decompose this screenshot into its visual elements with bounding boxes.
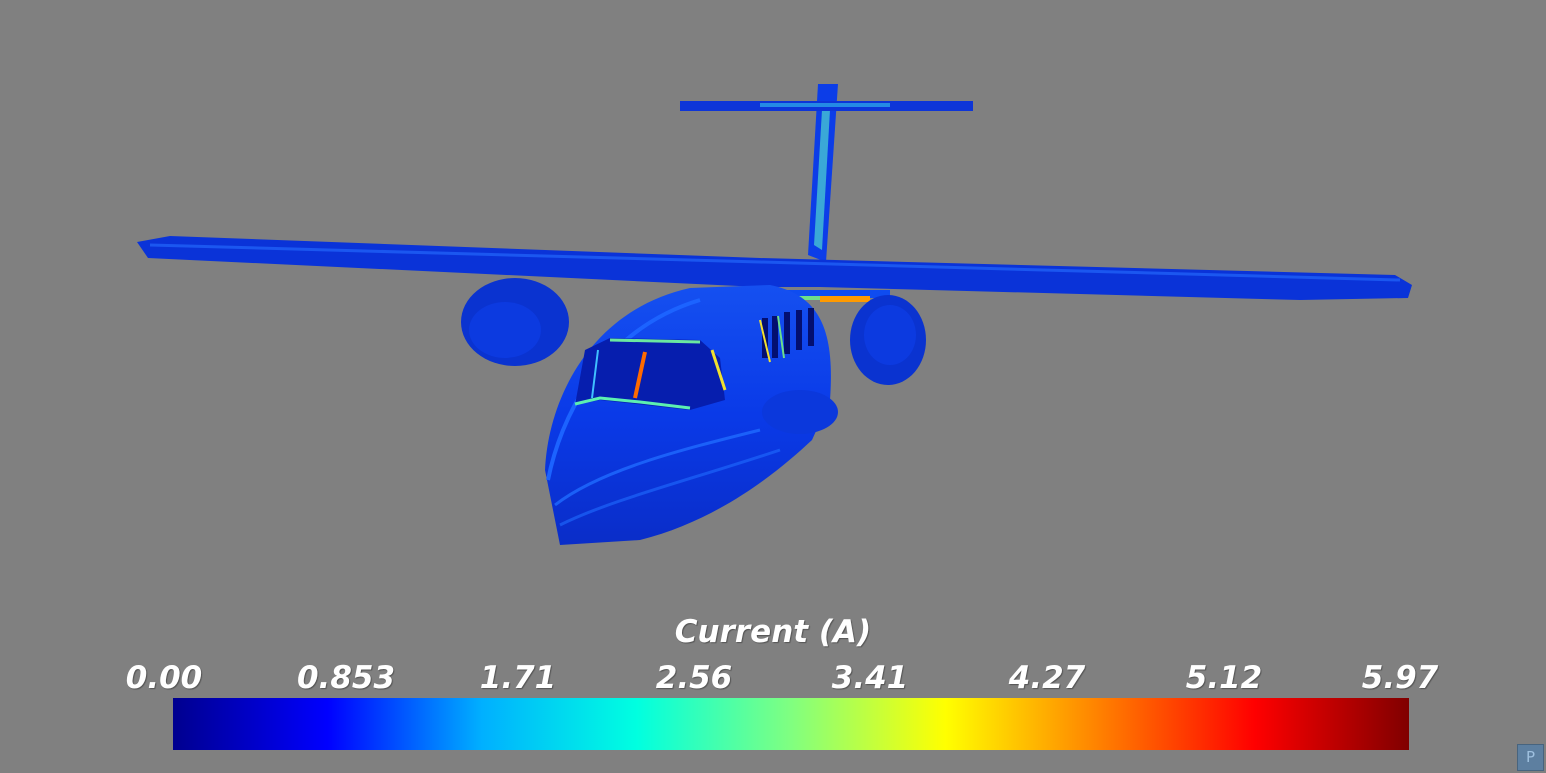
tail-highlight: [814, 110, 830, 250]
colorbar-tick: 5.97: [1361, 660, 1439, 696]
cabin-windows: [759, 308, 814, 363]
colorbar-tick: 0.853: [296, 660, 396, 696]
main-wing: [137, 236, 1412, 300]
colorbar-tick: 5.12: [1185, 660, 1263, 696]
colorbar-tick: 3.41: [831, 660, 909, 696]
colorbar-tick: 1.71: [479, 660, 557, 696]
corner-toggle-button[interactable]: P: [1517, 744, 1544, 771]
colorbar: [173, 698, 1409, 750]
colorbar-tick: 2.56: [655, 660, 733, 696]
colorbar-tick: 4.27: [1008, 660, 1086, 696]
aircraft-model[interactable]: [0, 0, 1546, 600]
cockpit-window: [575, 338, 725, 410]
colorbar-title: Current (A): [674, 614, 872, 650]
colorbar-tick: 0.00: [125, 660, 203, 696]
gear-pod: [762, 390, 838, 434]
